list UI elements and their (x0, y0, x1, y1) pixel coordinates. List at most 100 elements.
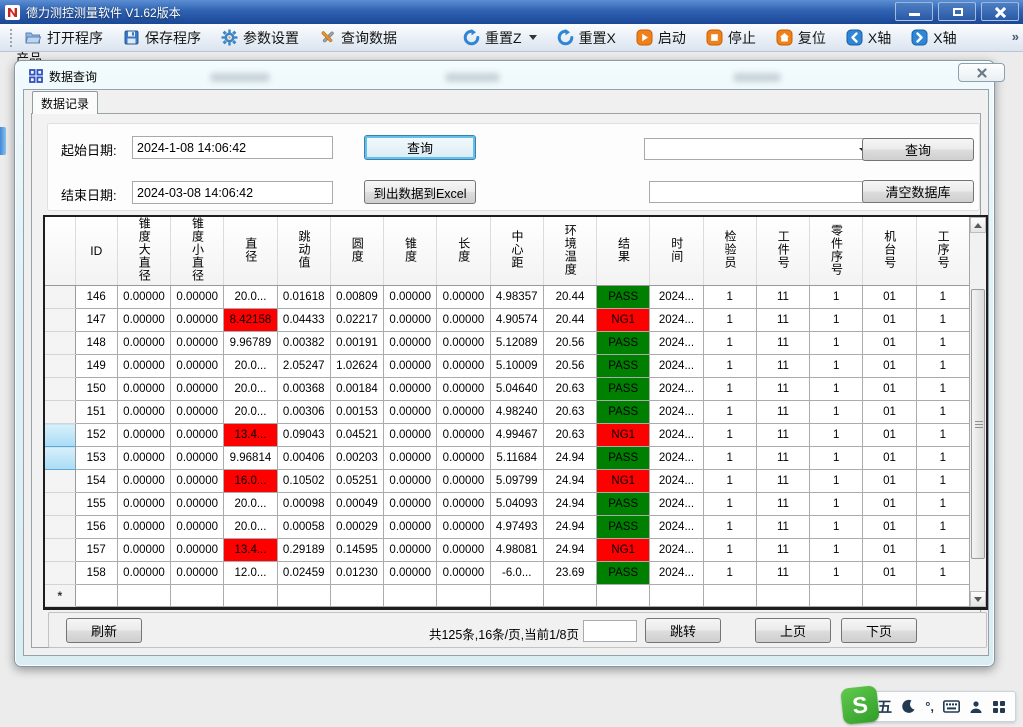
table-cell[interactable]: 01 (862, 469, 917, 493)
row-header-selected[interactable] (45, 446, 76, 470)
next-page-button[interactable]: 下页 (841, 618, 917, 643)
column-header-15[interactable]: 机台号 (862, 217, 917, 286)
user-icon[interactable] (969, 700, 983, 714)
column-header-id[interactable]: ID (75, 217, 118, 286)
table-cell[interactable]: 0.00000 (436, 561, 491, 585)
table-cell[interactable]: 0.04521 (330, 423, 385, 447)
toolbar-button-x-axis-left[interactable]: X轴 (842, 26, 895, 50)
grid-corner-cell[interactable] (45, 217, 76, 286)
vertical-scrollbar[interactable] (969, 217, 987, 607)
table-cell-empty[interactable] (277, 584, 331, 607)
table-cell[interactable]: PASS (596, 377, 651, 401)
toolbar-button-reset-z[interactable]: 重置Z (459, 26, 541, 50)
table-cell[interactable]: 20.0... (223, 377, 278, 401)
table-cell-empty[interactable] (596, 584, 651, 607)
table-cell[interactable]: PASS (596, 331, 651, 355)
table-cell[interactable]: 20.0... (223, 285, 278, 309)
toolbar-button-x-axis-right[interactable]: X轴 (907, 26, 960, 50)
table-cell[interactable]: 5.12089 (490, 331, 544, 355)
row-header[interactable] (45, 469, 76, 493)
table-cell[interactable]: 0.00000 (170, 538, 225, 562)
table-cell[interactable]: 1 (703, 492, 757, 516)
toolbox-grid-icon[interactable] (992, 700, 1006, 714)
new-row-marker[interactable]: * (45, 584, 76, 607)
maximize-button[interactable] (938, 2, 976, 21)
table-cell[interactable]: 1 (916, 377, 970, 401)
keyboard-icon[interactable] (943, 700, 960, 713)
table-cell[interactable]: 0.00000 (117, 561, 172, 585)
table-cell[interactable]: 0.00098 (277, 492, 331, 516)
row-header[interactable] (45, 492, 76, 516)
table-cell[interactable]: 0.00368 (277, 377, 331, 401)
table-cell[interactable]: 1 (703, 423, 757, 447)
table-cell[interactable]: 0.00000 (170, 561, 225, 585)
toolbar-grip[interactable] (10, 28, 13, 47)
column-header-16[interactable]: 工序号 (916, 217, 970, 286)
table-cell[interactable]: 24.94 (543, 538, 598, 562)
table-cell[interactable]: 1 (916, 423, 970, 447)
table-cell[interactable]: PASS (596, 446, 651, 470)
table-cell[interactable]: 0.00000 (117, 285, 172, 309)
table-cell[interactable]: 156 (75, 515, 118, 539)
table-cell[interactable]: 0.00000 (436, 446, 491, 470)
table-cell[interactable]: 1 (703, 446, 757, 470)
table-cell[interactable]: 0.00000 (436, 331, 491, 355)
table-cell[interactable]: 4.97493 (490, 515, 544, 539)
table-cell[interactable]: 20.0... (223, 515, 278, 539)
table-cell[interactable]: 1 (809, 469, 864, 493)
row-header[interactable] (45, 515, 76, 539)
table-cell-empty[interactable] (75, 584, 118, 607)
filter-combobox[interactable] (644, 138, 877, 160)
table-cell[interactable]: 0.00000 (436, 377, 491, 401)
ime-wubi-mode-button[interactable]: 五 (877, 699, 893, 716)
table-cell-empty[interactable] (490, 584, 544, 607)
table-cell[interactable]: NG1 (596, 538, 651, 562)
table-cell-empty[interactable] (756, 584, 811, 607)
table-cell[interactable]: 0.00000 (170, 423, 225, 447)
table-cell-empty[interactable] (383, 584, 438, 607)
table-cell[interactable]: 0.00000 (117, 469, 172, 493)
table-cell[interactable]: 20.0... (223, 400, 278, 424)
ime-logo-icon[interactable]: S (840, 685, 880, 725)
moon-icon[interactable] (901, 699, 916, 714)
table-cell[interactable]: 11 (756, 331, 811, 355)
table-cell[interactable]: 1.02624 (330, 354, 385, 378)
table-cell[interactable]: 11 (756, 446, 811, 470)
table-cell[interactable]: 11 (756, 423, 811, 447)
table-cell[interactable]: 0.01230 (330, 561, 385, 585)
start-date-input[interactable] (132, 136, 333, 159)
table-cell[interactable]: 4.98357 (490, 285, 544, 309)
table-cell[interactable]: 0.00000 (383, 331, 438, 355)
prev-page-button[interactable]: 上页 (755, 618, 831, 643)
toolbar-button-home-reset[interactable]: 复位 (772, 26, 830, 50)
table-cell[interactable]: 0.00000 (436, 515, 491, 539)
column-header-6[interactable]: 锥度 (383, 217, 438, 286)
page-number-input[interactable] (583, 620, 637, 642)
table-cell[interactable]: 0.00000 (117, 377, 172, 401)
table-cell[interactable]: 0.02217 (330, 308, 385, 332)
table-cell[interactable]: 24.94 (543, 492, 598, 516)
table-cell[interactable]: 4.98081 (490, 538, 544, 562)
table-cell[interactable]: 1 (809, 538, 864, 562)
table-cell[interactable]: 11 (756, 492, 811, 516)
table-cell[interactable]: 147 (75, 308, 118, 332)
table-cell[interactable]: 1 (809, 561, 864, 585)
table-cell-empty[interactable] (649, 584, 704, 607)
table-cell[interactable]: 1 (703, 515, 757, 539)
row-header[interactable] (45, 308, 76, 332)
table-cell[interactable]: 1 (809, 331, 864, 355)
table-cell[interactable]: 01 (862, 400, 917, 424)
table-cell[interactable]: 11 (756, 469, 811, 493)
table-cell[interactable]: 20.44 (543, 308, 598, 332)
table-cell-empty[interactable] (117, 584, 172, 607)
table-cell[interactable]: 0.00000 (117, 538, 172, 562)
table-cell[interactable]: 0.00000 (436, 285, 491, 309)
column-header-3[interactable]: 直径 (223, 217, 278, 286)
refresh-button[interactable]: 刷新 (66, 618, 142, 643)
row-header-selected[interactable] (45, 423, 76, 447)
tab-data-records[interactable]: 数据记录 (32, 91, 98, 114)
close-button[interactable] (981, 2, 1019, 21)
row-header[interactable] (45, 377, 76, 401)
table-cell[interactable]: 20.63 (543, 377, 598, 401)
table-cell[interactable]: 0.00000 (117, 446, 172, 470)
